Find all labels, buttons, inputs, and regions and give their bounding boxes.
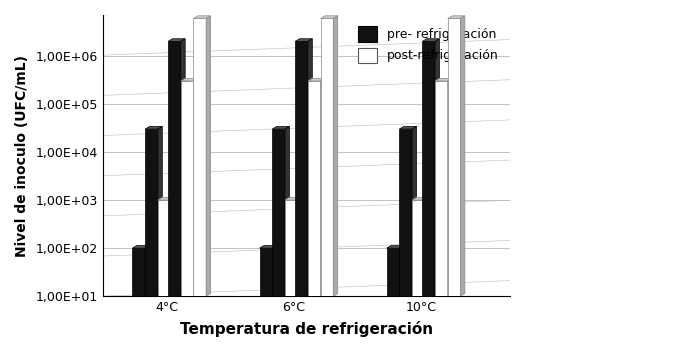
Polygon shape xyxy=(285,126,289,296)
Polygon shape xyxy=(193,78,198,296)
Polygon shape xyxy=(193,16,211,18)
Polygon shape xyxy=(412,197,429,200)
Polygon shape xyxy=(400,129,412,296)
Polygon shape xyxy=(272,126,289,129)
Polygon shape xyxy=(272,129,285,296)
Polygon shape xyxy=(448,18,461,296)
Polygon shape xyxy=(435,81,448,296)
Polygon shape xyxy=(285,197,302,200)
Polygon shape xyxy=(412,200,425,296)
Polygon shape xyxy=(422,42,435,296)
Polygon shape xyxy=(145,126,162,129)
X-axis label: Temperatura de refrigeración: Temperatura de refrigeración xyxy=(180,321,433,337)
Polygon shape xyxy=(386,245,404,248)
Polygon shape xyxy=(308,78,325,81)
Polygon shape xyxy=(272,245,276,296)
Polygon shape xyxy=(308,39,312,296)
Polygon shape xyxy=(206,16,211,296)
Polygon shape xyxy=(295,39,312,42)
Polygon shape xyxy=(168,42,181,296)
Polygon shape xyxy=(158,126,162,296)
Polygon shape xyxy=(285,200,298,296)
Polygon shape xyxy=(435,78,452,81)
Polygon shape xyxy=(181,78,198,81)
Polygon shape xyxy=(461,16,465,296)
Polygon shape xyxy=(132,245,150,248)
Polygon shape xyxy=(400,126,416,129)
Polygon shape xyxy=(193,18,206,296)
Polygon shape xyxy=(412,126,416,296)
Polygon shape xyxy=(132,248,145,296)
Polygon shape xyxy=(298,197,302,296)
Polygon shape xyxy=(422,39,440,42)
Polygon shape xyxy=(158,200,171,296)
Y-axis label: Nivel de inoculo (UFC/mL): Nivel de inoculo (UFC/mL) xyxy=(15,55,29,257)
Polygon shape xyxy=(308,81,321,296)
Polygon shape xyxy=(181,81,193,296)
Legend: pre- refrigeración, post-refrigeración: pre- refrigeración, post-refrigeración xyxy=(354,21,504,68)
Polygon shape xyxy=(145,245,150,296)
Polygon shape xyxy=(435,39,440,296)
Polygon shape xyxy=(168,39,186,42)
Polygon shape xyxy=(295,42,308,296)
Polygon shape xyxy=(321,18,333,296)
Polygon shape xyxy=(145,129,158,296)
Polygon shape xyxy=(333,16,337,296)
Polygon shape xyxy=(158,197,175,200)
Polygon shape xyxy=(171,197,175,296)
Polygon shape xyxy=(400,245,404,296)
Polygon shape xyxy=(386,248,400,296)
Polygon shape xyxy=(448,78,452,296)
Polygon shape xyxy=(321,16,337,18)
Polygon shape xyxy=(425,197,429,296)
Polygon shape xyxy=(260,245,276,248)
Polygon shape xyxy=(448,16,465,18)
Polygon shape xyxy=(181,39,186,296)
Polygon shape xyxy=(321,78,325,296)
Polygon shape xyxy=(260,248,272,296)
